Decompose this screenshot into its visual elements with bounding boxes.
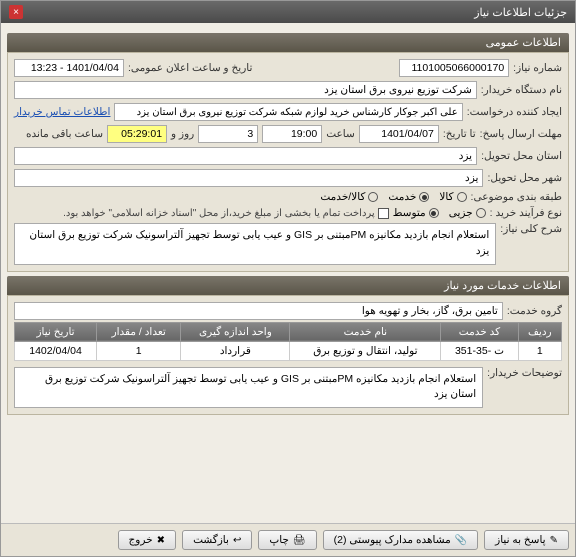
back-label: بازگشت (193, 534, 229, 546)
td-4: 1 (97, 341, 181, 360)
radio-service[interactable]: خدمت (388, 191, 429, 203)
reply-button[interactable]: ✎ پاسخ به نیاز (484, 530, 569, 550)
td-2: تولید، انتقال و توزیع برق (290, 341, 441, 360)
print-button[interactable]: 🖨 چاپ (258, 530, 316, 550)
announce-label: تاریخ و ساعت اعلان عمومی: (128, 62, 252, 74)
category-radio-group: کالا خدمت کالا/خدمت (320, 191, 466, 203)
radio-service-label: خدمت (388, 191, 416, 203)
need-no-label: شماره نیاز: (513, 62, 562, 74)
need-no-field: 1101005066000170 (399, 59, 509, 77)
deliver-prov-field: یزد (14, 147, 477, 165)
deliver-city-field: یزد (14, 169, 483, 187)
requester-label: ایجاد کننده درخواست: (467, 106, 562, 118)
td-5: 1402/04/04 (15, 341, 97, 360)
section-services-body: گروه خدمت: تامین برق، گاز، بخار و تهویه … (7, 295, 569, 416)
row-buyer-notes: توضیحات خریدار: استعلام انجام بازدید مکا… (14, 365, 562, 411)
buyer-org-label: نام دستگاه خریدار: (481, 84, 562, 96)
row-deadline: مهلت ارسال پاسخ: تا تاریخ: 1401/04/07 سا… (14, 123, 562, 145)
buyer-notes-label: توضیحات خریدار: (487, 367, 562, 379)
need-desc-label: شرح کلی نیاز: (500, 223, 562, 235)
deadline-to-label: تا تاریخ: (443, 128, 476, 140)
treasury-checkbox-item[interactable]: پرداخت تمام یا بخشی از مبلغ خرید،از محل … (63, 208, 389, 219)
row-process: نوع فرآیند خرید : جزیی متوسط پرداخت تمام… (14, 205, 562, 221)
services-table: ردیف کد خدمت نام خدمت واحد اندازه گیری ت… (14, 322, 562, 361)
reply-icon: ✎ (550, 535, 558, 546)
print-label: چاپ (269, 534, 289, 546)
buyer-notes-box: استعلام انجام بازدید مکانیزه PMمبتنی بر … (14, 367, 483, 409)
radio-both-label: کالا/خدمت (320, 191, 365, 203)
radio-both[interactable]: کالا/خدمت (320, 191, 378, 203)
deadline-label: مهلت ارسال پاسخ: (480, 128, 562, 140)
radio-medium[interactable]: متوسط (393, 207, 439, 219)
row-buyer-org: نام دستگاه خریدار: شرکت توزیع نیروی برق … (14, 79, 562, 101)
print-icon: 🖨 (293, 535, 306, 546)
row-deliver-city: شهر محل تحویل: یزد (14, 167, 562, 189)
table-header-row: ردیف کد خدمت نام خدمت واحد اندازه گیری ت… (15, 322, 562, 341)
announce-field: 1401/04/04 - 13:23 (14, 59, 124, 77)
back-button[interactable]: ↩ بازگشت (182, 530, 252, 550)
row-deliver-prov: استان محل تحویل: یزد (14, 145, 562, 167)
row-need-no: شماره نیاز: 1101005066000170 تاریخ و ساع… (14, 57, 562, 79)
need-desc-box: استعلام انجام بازدید مکانیزه PMمبتنی بر … (14, 223, 496, 265)
footer-buttons: ✎ پاسخ به نیاز 📎 مشاهده مدارک پیوستی (2)… (1, 523, 575, 556)
checkbox-icon (378, 208, 389, 219)
reply-label: پاسخ به نیاز (495, 534, 545, 546)
titlebar: جزئیات اطلاعات نیاز × (1, 1, 575, 23)
category-label: طبقه بندی موضوعی: (471, 191, 562, 203)
buyer-org-field: شرکت توزیع نیروی برق استان یزد (14, 81, 477, 99)
attachments-label: مشاهده مدارک پیوستی (2) (334, 534, 451, 546)
td-1: ت -35-351 (441, 341, 518, 360)
process-label: نوع فرآیند خرید : (490, 207, 562, 219)
radio-small-label: جزیی (449, 207, 473, 219)
section-general-body: شماره نیاز: 1101005066000170 تاریخ و ساع… (7, 52, 569, 272)
content-area: اطلاعات عمومی شماره نیاز: 11010050660001… (1, 23, 575, 523)
th-4: تعداد / مقدار (97, 322, 181, 341)
radio-goods[interactable]: کالا (439, 191, 466, 203)
close-icon[interactable]: × (9, 5, 23, 19)
exit-label: خروج (129, 534, 153, 546)
process-radio-group: جزیی متوسط (393, 207, 486, 219)
main-window: جزئیات اطلاعات نیاز × اطلاعات عمومی شمار… (0, 0, 576, 557)
deadline-time-field: 19:00 (262, 125, 322, 143)
th-1: کد خدمت (441, 322, 518, 341)
radio-medium-label: متوسط (393, 207, 426, 219)
days-remaining-field: 3 (198, 125, 258, 143)
deliver-prov-label: استان محل تحویل: (481, 150, 562, 162)
td-3: قرارداد (181, 341, 290, 360)
row-requester: ایجاد کننده درخواست: علی اکبر جوکار کارش… (14, 101, 562, 123)
attachment-icon: 📎 (455, 535, 467, 546)
th-2: نام خدمت (290, 322, 441, 341)
attachments-button[interactable]: 📎 مشاهده مدارک پیوستی (2) (323, 530, 479, 550)
window-title: جزئیات اطلاعات نیاز (474, 6, 567, 19)
row-service-group: گروه خدمت: تامین برق، گاز، بخار و تهویه … (14, 300, 562, 322)
row-need-desc: شرح کلی نیاز: استعلام انجام بازدید مکانی… (14, 221, 562, 267)
days-unit: روز و (171, 128, 194, 140)
exit-icon: ✖ (157, 535, 165, 546)
th-0: ردیف (518, 322, 561, 341)
th-5: تاریخ نیاز (15, 322, 97, 341)
table-row[interactable]: 1 ت -35-351 تولید، انتقال و توزیع برق قر… (15, 341, 562, 360)
treasury-note: پرداخت تمام یا بخشی از مبلغ خرید،از محل … (63, 208, 375, 219)
contact-link[interactable]: اطلاعات تماس خریدار (14, 106, 110, 118)
countdown-field: 05:29:01 (107, 125, 167, 143)
service-group-field: تامین برق، گاز، بخار و تهویه هوا (14, 302, 503, 320)
exit-button[interactable]: ✖ خروج (118, 530, 177, 550)
row-category: طبقه بندی موضوعی: کالا خدمت کالا/خدمت (14, 189, 562, 205)
time-label: ساعت (326, 128, 355, 140)
back-icon: ↩ (233, 535, 241, 546)
deliver-city-label: شهر محل تحویل: (487, 172, 562, 184)
th-3: واحد اندازه گیری (181, 322, 290, 341)
countdown-unit: ساعت باقی مانده (26, 128, 103, 140)
radio-small[interactable]: جزیی (449, 207, 486, 219)
td-0: 1 (518, 341, 561, 360)
deadline-date-field: 1401/04/07 (359, 125, 439, 143)
service-group-label: گروه خدمت: (507, 305, 562, 317)
requester-field: علی اکبر جوکار کارشناس خرید لوازم شبکه ش… (114, 103, 462, 121)
section-general-header: اطلاعات عمومی (7, 33, 569, 52)
radio-goods-label: کالا (439, 191, 453, 203)
section-services-header: اطلاعات خدمات مورد نیاز (7, 276, 569, 295)
